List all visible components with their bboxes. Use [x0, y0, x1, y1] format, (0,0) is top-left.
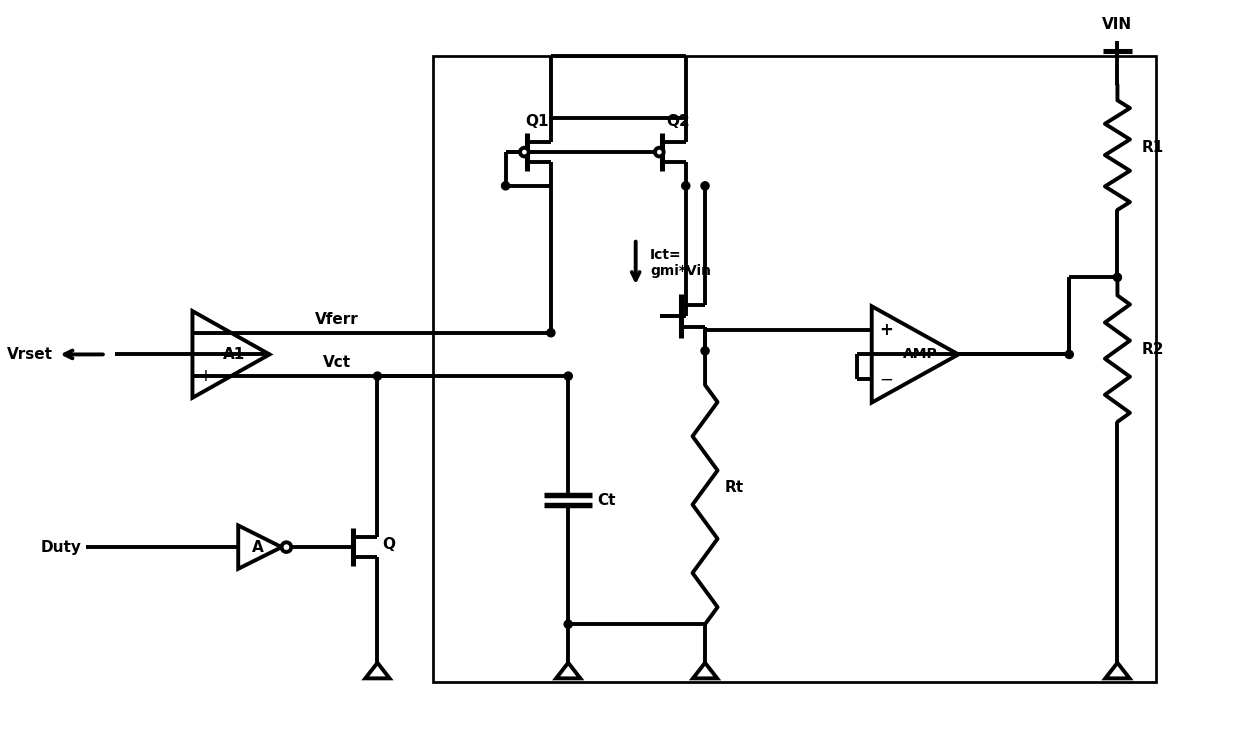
Text: AMP: AMP: [903, 347, 937, 361]
Text: Rt: Rt: [724, 480, 744, 495]
Circle shape: [682, 181, 689, 190]
Circle shape: [655, 148, 663, 157]
Text: $-$: $-$: [198, 324, 212, 342]
Circle shape: [701, 347, 709, 355]
Text: Q1: Q1: [525, 114, 548, 129]
Circle shape: [1065, 350, 1074, 358]
Bar: [433, 56, 1156, 682]
Text: $-$: $-$: [879, 370, 893, 388]
Text: Vferr: Vferr: [315, 312, 358, 327]
Circle shape: [547, 329, 556, 337]
Text: Q2: Q2: [667, 114, 691, 129]
Text: +: +: [879, 322, 893, 340]
Text: Q: Q: [382, 537, 396, 552]
Circle shape: [281, 542, 291, 552]
Circle shape: [701, 181, 709, 190]
Text: A1: A1: [223, 347, 246, 362]
Text: Ct: Ct: [598, 492, 615, 508]
Circle shape: [564, 620, 573, 628]
Text: R2: R2: [1142, 342, 1164, 357]
Text: R1: R1: [1142, 140, 1164, 155]
Circle shape: [373, 372, 382, 380]
Circle shape: [564, 372, 573, 380]
Text: A: A: [252, 540, 264, 555]
Text: Vct: Vct: [322, 355, 351, 370]
Text: Duty: Duty: [41, 540, 82, 555]
Text: VIN: VIN: [1102, 17, 1132, 32]
Circle shape: [1114, 273, 1121, 282]
Circle shape: [501, 181, 510, 190]
Text: Ict=
gmi*Vin: Ict= gmi*Vin: [650, 248, 711, 278]
Circle shape: [520, 148, 528, 157]
Text: $+$: $+$: [198, 367, 212, 385]
Text: Vrset: Vrset: [6, 347, 53, 362]
